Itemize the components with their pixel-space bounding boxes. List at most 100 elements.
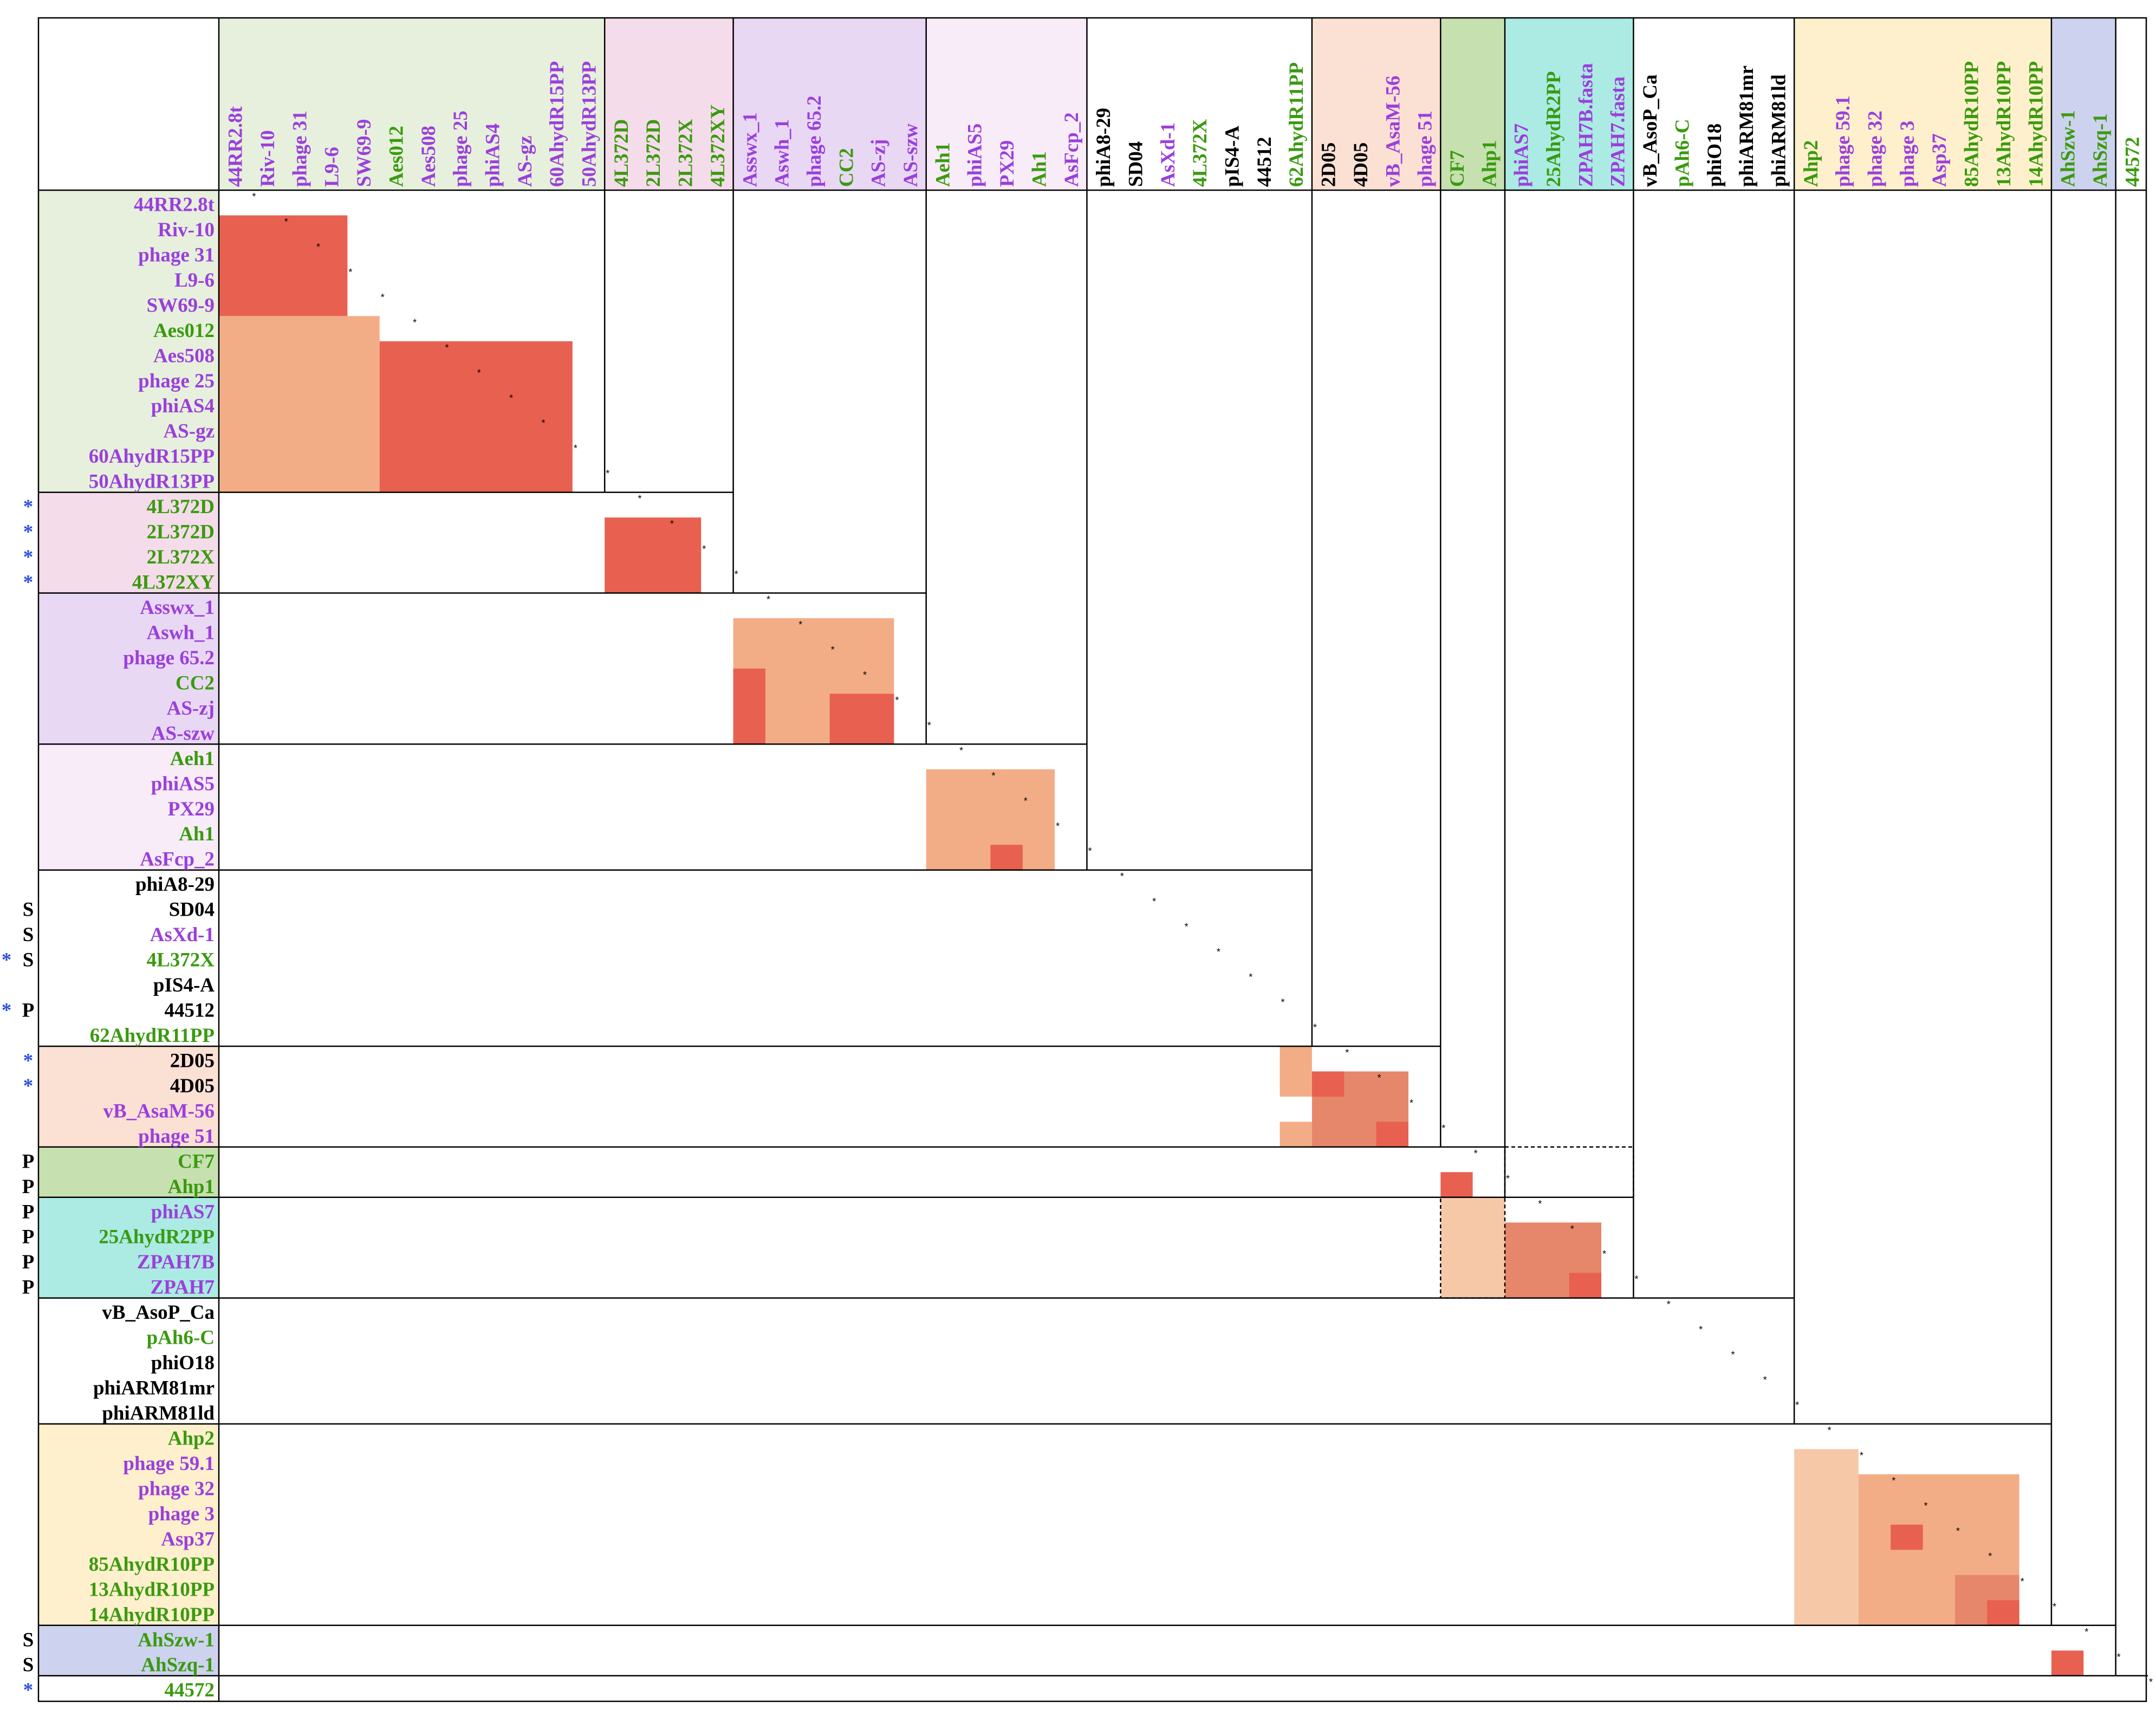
row-group-band-5 [38, 1046, 219, 1147]
row-label-40: phiAS7 [151, 1201, 215, 1223]
row-label-26: AsFcp_2 [140, 848, 215, 871]
diagonal-marker-59: * [2149, 1677, 2153, 1688]
column-label-47: phiARM81mr [1736, 66, 1758, 187]
column-label-44: vB_AsoP_Ca [1639, 74, 1661, 187]
diagonal-marker-52: * [1924, 1500, 1928, 1511]
diagonal-marker-4: * [381, 292, 385, 303]
diagonal-marker-58: * [2117, 1651, 2121, 1662]
diagonal-marker-35: * [1378, 1072, 1381, 1083]
cell-block-very_high-6 [829, 694, 894, 744]
column-label-11: 50AhydR13PP [579, 61, 601, 187]
column-label-20: AS-zj [868, 139, 890, 187]
diagonal-marker-33: * [1313, 1022, 1317, 1033]
group-backgrounds [38, 18, 2116, 1676]
row-flag-13-0: * [23, 521, 34, 543]
row-flag-59-0: * [23, 1679, 34, 1701]
row-label-8: phiAS4 [151, 395, 215, 417]
cell-block-medium-10 [1280, 1122, 1312, 1147]
diagonal-marker-10: * [574, 443, 577, 454]
diagonal-marker-26: * [1088, 846, 1092, 857]
row-label-46: phiO18 [151, 1352, 215, 1374]
diagonal-marker-18: * [831, 644, 835, 655]
row-label-27: phiA8-29 [135, 873, 215, 896]
cell-block-very_high-0 [219, 215, 348, 316]
diagonal-marker-19: * [863, 670, 867, 681]
diagonal-marker-38: * [1474, 1148, 1478, 1159]
diagonal-marker-1: * [284, 216, 288, 227]
diagonal-marker-8: * [509, 393, 513, 404]
column-label-7: phage 25 [450, 111, 472, 187]
column-label-22: Aeh1 [932, 142, 954, 187]
row-label-29: AsXd-1 [150, 924, 215, 946]
row-label-25: Ah1 [179, 823, 215, 845]
diagonal-marker-13: * [670, 519, 674, 529]
cell-block-low-18 [1794, 1449, 1859, 1625]
diagonal-marker-0: * [252, 191, 256, 202]
column-label-13: 2L372D [642, 119, 665, 187]
row-flag-32-0: * [2, 1000, 12, 1022]
cell-block-very_high-8 [990, 845, 1023, 870]
row-label-59: 44572 [165, 1679, 215, 1701]
diagonal-marker-32: * [1281, 997, 1285, 1008]
cell-block-very_high-13 [1376, 1122, 1408, 1147]
diagonal-marker-57: * [2084, 1627, 2088, 1637]
diagonal-marker-34: * [1345, 1047, 1349, 1058]
cell-block-low-15 [1440, 1197, 1505, 1298]
diagonal-marker-22: * [959, 745, 963, 756]
column-label-31: pIS4-A [1222, 126, 1244, 187]
row-label-15: 4L372XY [132, 572, 215, 594]
column-label-39: Ahp1 [1478, 140, 1501, 187]
row-group-band-6 [38, 1147, 219, 1197]
column-label-41: 25AhydR2PP [1543, 71, 1565, 187]
row-label-37: phage 51 [138, 1125, 215, 1148]
diagonal-marker-21: * [927, 720, 931, 731]
column-label-1: Riv-10 [257, 130, 279, 187]
row-label-17: Aswh_1 [147, 621, 215, 644]
diagonal-marker-12: * [638, 494, 642, 504]
row-label-9: AS-gz [163, 420, 215, 443]
row-label-58: AhSzq-1 [141, 1654, 215, 1676]
row-label-4: SW69-9 [147, 294, 215, 316]
diagonal-marker-15: * [735, 569, 738, 580]
row-label-49: Ahp2 [168, 1428, 215, 1450]
diagonal-marker-9: * [542, 418, 546, 429]
row-group-band-9 [38, 1424, 219, 1625]
row-label-30: 4L372X [147, 949, 215, 971]
column-label-37: phage 51 [1414, 111, 1437, 187]
dashed-cluster-box-lower [1440, 1196, 1506, 1299]
diagonal-marker-49: * [1828, 1425, 1832, 1436]
column-label-58: AhSzq-1 [2089, 113, 2112, 187]
row-label-22: Aeh1 [170, 748, 215, 770]
diagonal-marker-2: * [316, 242, 320, 252]
diagonal-marker-51: * [1892, 1475, 1895, 1486]
diagonal-markers: * * * * * * * * * * * * * * * * * * * * * * * * * * * * * * * * * * * * * * * *… [252, 191, 2153, 1688]
row-flag-39-0: P [22, 1176, 35, 1198]
row-label-43: ZPAH7 [150, 1277, 215, 1299]
row-flag-57-0: S [23, 1629, 34, 1651]
cell-block-very_high-3 [605, 517, 702, 593]
row-label-41: 25AhydR2PP [99, 1226, 215, 1248]
column-label-34: 2D05 [1318, 142, 1340, 187]
column-label-2: phage 31 [289, 111, 311, 187]
cell-block-very_high-2 [379, 341, 573, 493]
row-label-33: 62AhydR11PP [90, 1025, 215, 1047]
column-label-0: 44RR2.8t [225, 106, 247, 187]
row-label-48: phiARM81ld [102, 1402, 215, 1424]
row-flag-41-0: P [22, 1226, 35, 1248]
column-label-27: phiA8-29 [1093, 108, 1115, 187]
cell-block-very_high-20 [1891, 1524, 1923, 1550]
column-group-band-3 [926, 18, 1087, 190]
diagonal-marker-11: * [606, 468, 609, 479]
row-label-34: 2D05 [170, 1050, 215, 1072]
diagonal-marker-29: * [1185, 922, 1189, 932]
diagonal-marker-5: * [413, 317, 417, 328]
axis-labels: 44RR2.8t 44RR2.8t Riv-10 Riv-10 phage 31 phag… [2, 61, 2144, 1702]
row-label-52: phage 3 [148, 1503, 215, 1525]
column-label-9: AS-gz [514, 135, 536, 187]
cell-block-very_high-17 [1569, 1273, 1602, 1298]
diagonal-marker-39: * [1506, 1173, 1510, 1184]
column-label-43: ZPAH7.fasta [1607, 76, 1629, 187]
diagonal-marker-27: * [1120, 871, 1124, 882]
column-label-19: CC2 [835, 148, 858, 187]
